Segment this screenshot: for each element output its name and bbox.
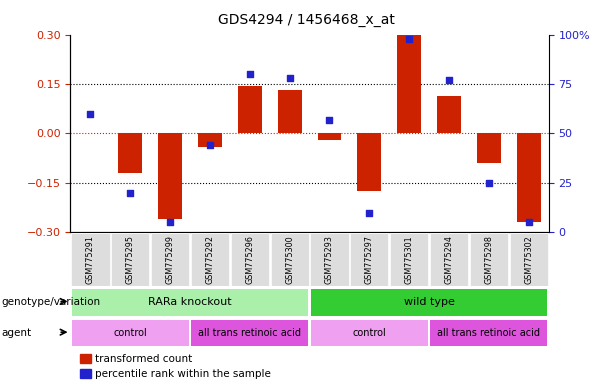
Point <box>86 111 96 117</box>
Point <box>284 75 294 81</box>
Point <box>484 180 494 186</box>
Bar <box>357 134 381 191</box>
Text: percentile rank within the sample: percentile rank within the sample <box>96 369 271 379</box>
FancyBboxPatch shape <box>72 320 189 346</box>
FancyBboxPatch shape <box>230 233 269 286</box>
Bar <box>397 35 421 134</box>
FancyBboxPatch shape <box>311 320 428 346</box>
Bar <box>517 134 541 222</box>
Text: transformed count: transformed count <box>96 354 192 364</box>
Text: GSM775291: GSM775291 <box>86 235 95 284</box>
Text: GSM775294: GSM775294 <box>444 235 454 284</box>
Text: GSM775293: GSM775293 <box>325 235 334 284</box>
FancyBboxPatch shape <box>430 233 468 286</box>
Text: GSM775301: GSM775301 <box>405 235 414 284</box>
Bar <box>238 86 262 134</box>
Text: GSM775297: GSM775297 <box>365 235 374 284</box>
FancyBboxPatch shape <box>470 233 508 286</box>
Bar <box>198 134 222 147</box>
FancyBboxPatch shape <box>310 233 349 286</box>
Text: GSM775299: GSM775299 <box>166 235 175 284</box>
Text: GSM775300: GSM775300 <box>285 235 294 284</box>
Point <box>125 190 135 196</box>
Point <box>166 219 175 225</box>
FancyBboxPatch shape <box>270 233 309 286</box>
FancyBboxPatch shape <box>430 320 547 346</box>
Text: GSM775296: GSM775296 <box>245 235 254 284</box>
Text: RARa knockout: RARa knockout <box>148 297 232 308</box>
Text: all trans retinoic acid: all trans retinoic acid <box>437 328 541 338</box>
Point <box>524 219 533 225</box>
Bar <box>437 96 461 134</box>
Text: GSM775295: GSM775295 <box>126 235 135 284</box>
Text: wild type: wild type <box>404 297 454 308</box>
Bar <box>158 134 182 219</box>
Bar <box>80 354 91 363</box>
FancyBboxPatch shape <box>390 233 428 286</box>
Bar <box>318 134 341 140</box>
Point <box>364 210 374 216</box>
FancyBboxPatch shape <box>72 289 308 316</box>
Point <box>205 142 215 148</box>
FancyBboxPatch shape <box>71 233 110 286</box>
Text: GSM775302: GSM775302 <box>524 235 533 284</box>
Bar <box>278 89 302 134</box>
FancyBboxPatch shape <box>191 320 308 346</box>
FancyBboxPatch shape <box>191 233 229 286</box>
Bar <box>118 134 142 173</box>
FancyBboxPatch shape <box>311 289 547 316</box>
FancyBboxPatch shape <box>151 233 189 286</box>
Point <box>325 116 335 122</box>
Point <box>405 35 414 41</box>
FancyBboxPatch shape <box>111 233 150 286</box>
Text: genotype/variation: genotype/variation <box>1 297 101 307</box>
Text: control: control <box>113 328 147 338</box>
Text: GSM775292: GSM775292 <box>205 235 215 284</box>
Point <box>245 71 255 77</box>
Bar <box>80 369 91 378</box>
Text: agent: agent <box>1 328 31 338</box>
Text: GDS4294 / 1456468_x_at: GDS4294 / 1456468_x_at <box>218 13 395 27</box>
Text: GSM775298: GSM775298 <box>484 235 493 284</box>
Point <box>444 77 454 83</box>
FancyBboxPatch shape <box>350 233 389 286</box>
Text: control: control <box>352 328 386 338</box>
FancyBboxPatch shape <box>509 233 548 286</box>
Text: all trans retinoic acid: all trans retinoic acid <box>198 328 302 338</box>
Bar <box>477 134 501 163</box>
